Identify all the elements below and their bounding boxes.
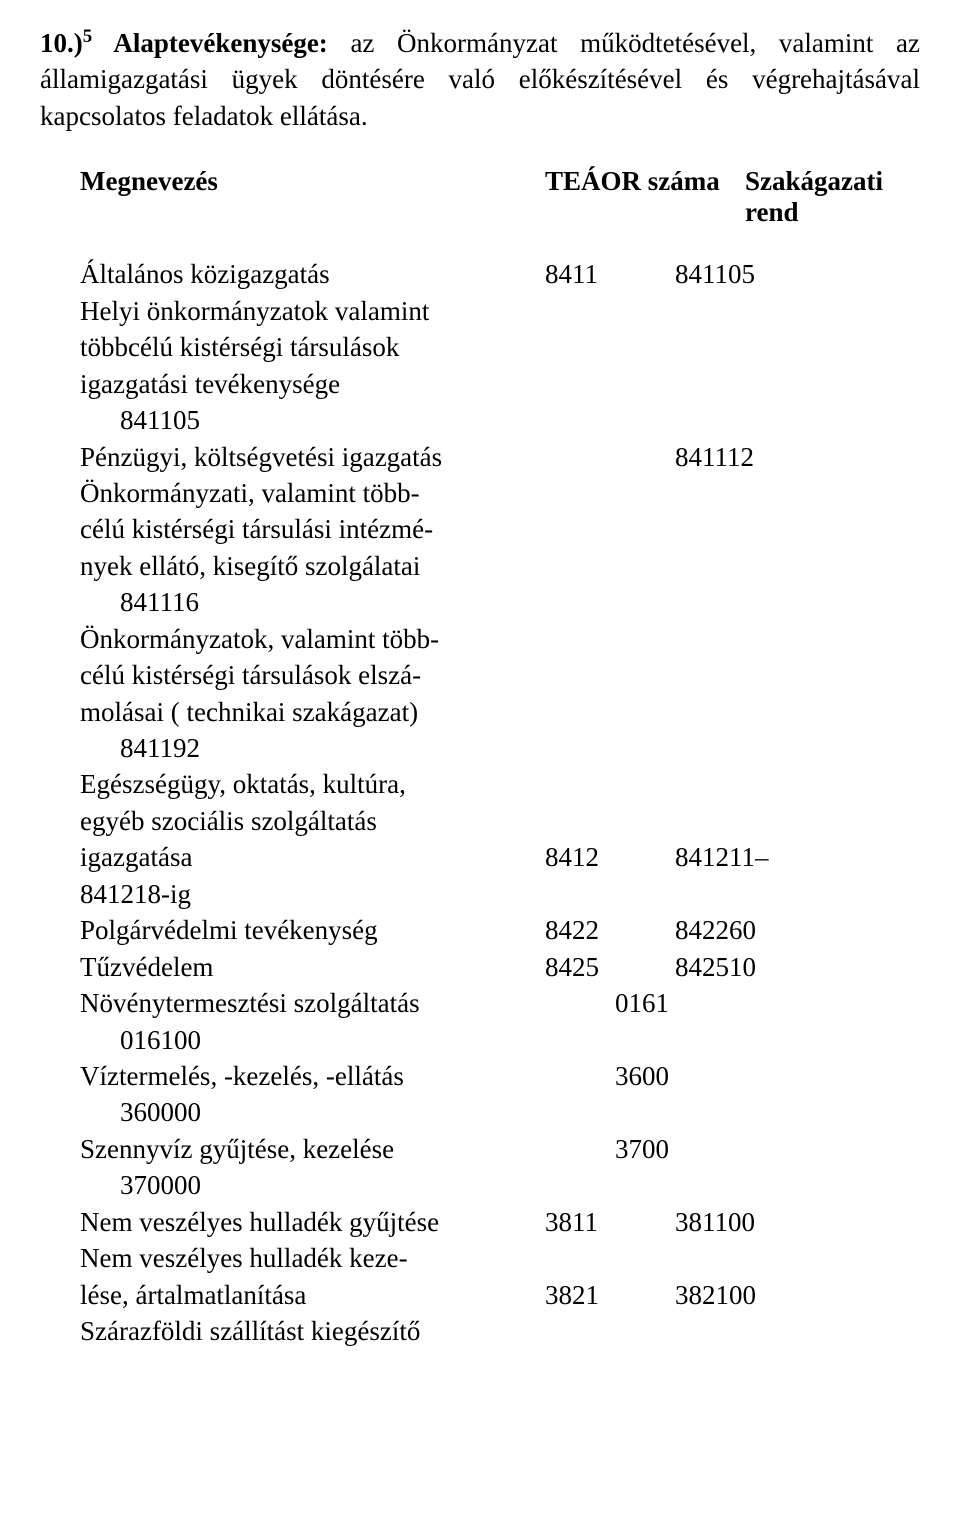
cell-text: célú kistérségi társulások elszá-	[80, 657, 545, 693]
cell-text: molásai ( technikai szakágazat)	[80, 694, 545, 730]
table-row: Nem veszélyes hulladék gyűjtése 3811 381…	[80, 1204, 920, 1240]
cell-text: Nem veszélyes hulladék keze-	[80, 1240, 545, 1276]
intro-paragraph: 10.)5 Alaptevékenysége: az Önkormányzat …	[40, 24, 920, 134]
table-row: igazgatása 8412 841211–	[80, 839, 920, 875]
cell-text: nyek ellátó, kisegítő szolgálatai	[80, 548, 545, 584]
table-row: 016100	[80, 1022, 920, 1058]
table-row: Víztermelés, -kezelés, -ellátás 3600	[80, 1058, 920, 1094]
intro-bold-label: Alaptevékenysége:	[92, 28, 328, 58]
cell-code: 370000	[80, 1167, 585, 1203]
cell-code: 360000	[80, 1094, 585, 1130]
intro-footnote-ref: 5	[83, 26, 92, 47]
cell-code: 841116	[80, 584, 585, 620]
table-row: 370000	[80, 1167, 920, 1203]
intro-lead: 10.)	[40, 28, 83, 58]
cell-code: 016100	[80, 1022, 585, 1058]
header-name: Megnevezés	[80, 166, 545, 228]
table-row: molásai ( technikai szakágazat)	[80, 694, 920, 730]
table-row: igazgatási tevékenysége	[80, 366, 920, 402]
table-row: 360000	[80, 1094, 920, 1130]
table-row: nyek ellátó, kisegítő szolgálatai	[80, 548, 920, 584]
cell-teaor: 3600	[615, 1058, 775, 1094]
cell-teaor: 8411	[545, 256, 675, 292]
table-row: 841116	[80, 584, 920, 620]
cell-teaor: 3821	[545, 1277, 675, 1313]
cell-name: lése, ártalmatlanítása	[80, 1277, 545, 1313]
cell-text: Egészségügy, oktatás, kultúra,	[80, 766, 545, 802]
table-row: Pénzügyi, költségvetési igazgatás 841112	[80, 439, 920, 475]
table-row: célú kistérségi társulási intézmé-	[80, 511, 920, 547]
cell-name: Pénzügyi, költségvetési igazgatás	[80, 439, 545, 475]
table-row: többcélú kistérségi társulások	[80, 329, 920, 365]
document-page: 10.)5 Alaptevékenysége: az Önkormányzat …	[0, 0, 960, 1389]
cell-name: Szennyvíz gyűjtése, kezelése	[80, 1131, 615, 1167]
cell-teaor: 8422	[545, 912, 675, 948]
header-szak: Szakágazati rend	[745, 166, 920, 228]
cell-text: Szárazföldi szállítást kiegészítő	[80, 1313, 545, 1349]
cell-szak: 841105	[675, 256, 920, 292]
cell-teaor: 3811	[545, 1204, 675, 1240]
cell-name: Általános közigazgatás	[80, 256, 545, 292]
table-row: Szárazföldi szállítást kiegészítő	[80, 1313, 920, 1349]
cell-text: többcélú kistérségi társulások	[80, 329, 545, 365]
cell-szak: 842510	[675, 949, 920, 985]
cell-teaor: 8412	[545, 839, 675, 875]
cell-name: Polgárvédelmi tevékenység	[80, 912, 545, 948]
table-row: Önkormányzatok, valamint több-	[80, 621, 920, 657]
table-row: egyéb szociális szolgáltatás	[80, 803, 920, 839]
cell-text: Önkormányzati, valamint több-	[80, 475, 545, 511]
cell-name: Víztermelés, -kezelés, -ellátás	[80, 1058, 615, 1094]
cell-name: Tűzvédelem	[80, 949, 545, 985]
table-body: Általános közigazgatás 8411 841105 Helyi…	[40, 256, 920, 1349]
table-row: Polgárvédelmi tevékenység 8422 842260	[80, 912, 920, 948]
table-row: célú kistérségi társulások elszá-	[80, 657, 920, 693]
cell-teaor: 3700	[615, 1131, 775, 1167]
cell-teaor: 8425	[545, 949, 675, 985]
table-header-row: Megnevezés TEÁOR száma Szakágazati rend	[40, 166, 920, 228]
table-row: 841218-ig	[80, 876, 920, 912]
cell-text: célú kistérségi társulási intézmé-	[80, 511, 545, 547]
table-row: 841105	[80, 402, 920, 438]
cell-text: Önkormányzatok, valamint több-	[80, 621, 545, 657]
cell-teaor	[545, 439, 675, 475]
cell-szak: 842260	[675, 912, 920, 948]
table-row: Növénytermesztési szolgáltatás 0161	[80, 985, 920, 1021]
table-row: Nem veszélyes hulladék keze-	[80, 1240, 920, 1276]
cell-name: Növénytermesztési szolgáltatás	[80, 985, 615, 1021]
cell-name: Nem veszélyes hulladék gyűjtése	[80, 1204, 545, 1240]
cell-szak: 841211–	[675, 839, 920, 875]
cell-text: 841218-ig	[80, 876, 545, 912]
table-row: Tűzvédelem 8425 842510	[80, 949, 920, 985]
cell-szak: 841112	[675, 439, 920, 475]
header-teaor: TEÁOR száma	[545, 166, 745, 228]
table-row: lése, ártalmatlanítása 3821 382100	[80, 1277, 920, 1313]
cell-text: igazgatási tevékenysége	[80, 366, 545, 402]
cell-code: 841105	[80, 402, 585, 438]
table-row: 841192	[80, 730, 920, 766]
cell-teaor: 0161	[615, 985, 775, 1021]
cell-text: Helyi önkormányzatok valamint	[80, 293, 545, 329]
cell-szak: 381100	[675, 1204, 920, 1240]
cell-name: igazgatása	[80, 839, 545, 875]
cell-code: 841192	[80, 730, 585, 766]
table-row: Helyi önkormányzatok valamint	[80, 293, 920, 329]
table-row: Szennyvíz gyűjtése, kezelése 3700	[80, 1131, 920, 1167]
table-row: Önkormányzati, valamint több-	[80, 475, 920, 511]
cell-text: egyéb szociális szolgáltatás	[80, 803, 545, 839]
table-row: Általános közigazgatás 8411 841105	[80, 256, 920, 292]
table-row: Egészségügy, oktatás, kultúra,	[80, 766, 920, 802]
cell-szak: 382100	[675, 1277, 920, 1313]
